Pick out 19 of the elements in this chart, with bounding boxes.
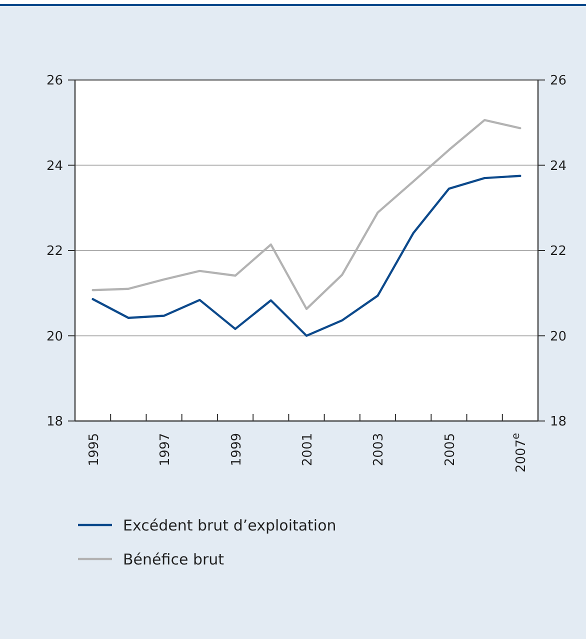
y2-tick-label: 24 bbox=[550, 158, 567, 174]
x-tick-label: 2005 bbox=[442, 433, 458, 466]
y-tick-label: 26 bbox=[46, 74, 63, 89]
x-tick-label: 1995 bbox=[86, 433, 102, 466]
y-tick-label: 24 bbox=[46, 158, 63, 174]
y-tick-label: 20 bbox=[46, 329, 63, 344]
x-tick-label: 1999 bbox=[229, 433, 244, 466]
x-tick-label: 1997 bbox=[158, 433, 174, 466]
x-tick-label: 2003 bbox=[372, 433, 387, 466]
y-tick-label: 18 bbox=[46, 414, 63, 430]
line-series bbox=[92, 174, 522, 337]
x-tick-label: 2001 bbox=[300, 433, 316, 466]
y-tick-label: 22 bbox=[46, 244, 63, 260]
y2-tick-label: 20 bbox=[550, 329, 567, 344]
legend-label: Excédent brut d’exploitation bbox=[123, 516, 336, 534]
y2-tick-label: 22 bbox=[550, 244, 567, 260]
y2-tick-label: 26 bbox=[550, 74, 567, 89]
y2-tick-label: 18 bbox=[550, 414, 567, 430]
legend-label: Bénéfice brut bbox=[123, 550, 224, 568]
